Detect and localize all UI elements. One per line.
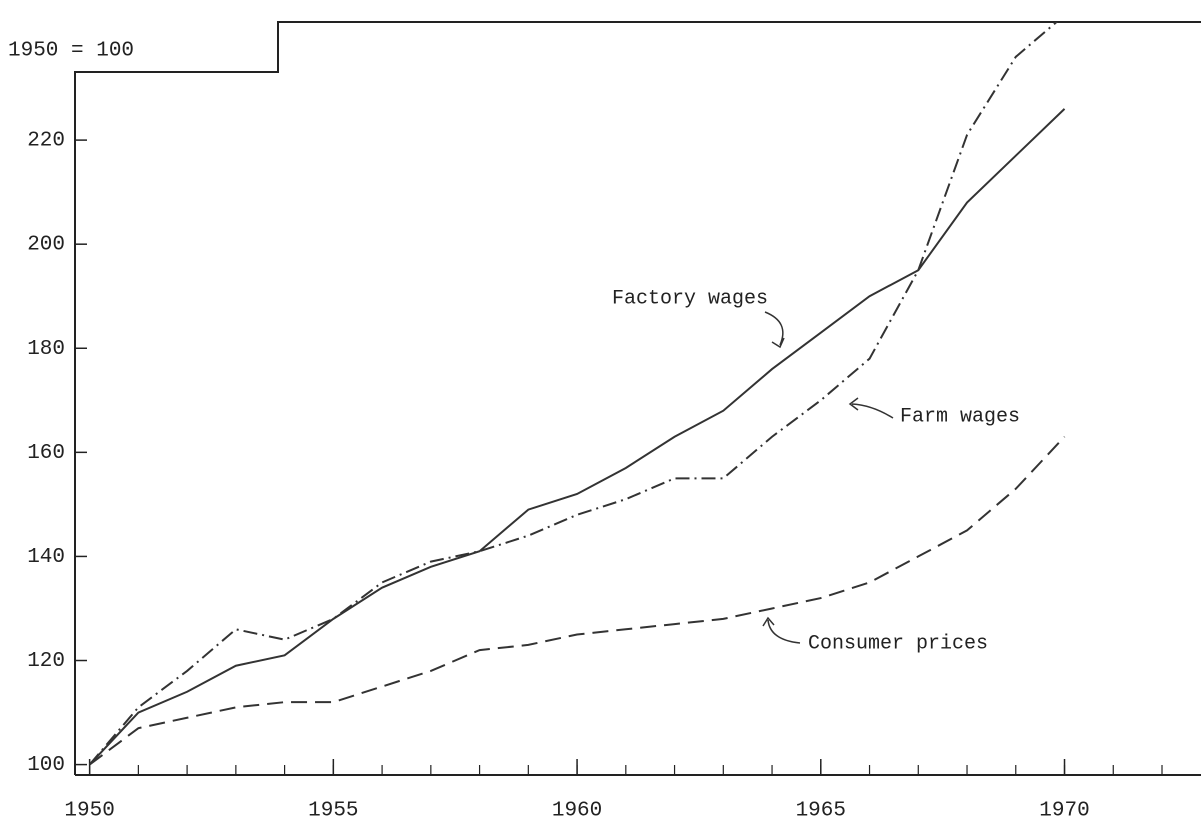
plot-frame — [74, 21, 1201, 775]
y-tick-label: 120 — [27, 650, 65, 673]
y-tick-label: 180 — [27, 338, 65, 361]
y-tick-label: 100 — [27, 754, 65, 777]
x-tick-label: 1970 — [1039, 800, 1089, 823]
annotation-arrow — [762, 616, 801, 644]
consumer-annotation: Consumer prices — [808, 632, 988, 655]
x-tick-label: 1955 — [308, 800, 358, 823]
y-tick-label: 140 — [27, 546, 65, 569]
farm-annotation: Farm wages — [900, 405, 1020, 428]
y-axis-label: 1950 = 100 — [8, 40, 134, 63]
y-tick-label: 220 — [27, 130, 65, 153]
annotation-arrow — [848, 397, 894, 419]
annotation-arrow — [764, 311, 785, 349]
series-line — [88, 108, 1066, 766]
y-tick-label: 200 — [27, 234, 65, 257]
x-tick-label: 1965 — [796, 800, 846, 823]
series-line — [89, 436, 1066, 766]
series-line — [88, 22, 1059, 766]
factory-annotation: Factory wages — [612, 287, 768, 310]
x-tick-label: 1950 — [64, 800, 114, 823]
y-tick-label: 160 — [27, 442, 65, 465]
x-tick-label: 1960 — [552, 800, 602, 823]
